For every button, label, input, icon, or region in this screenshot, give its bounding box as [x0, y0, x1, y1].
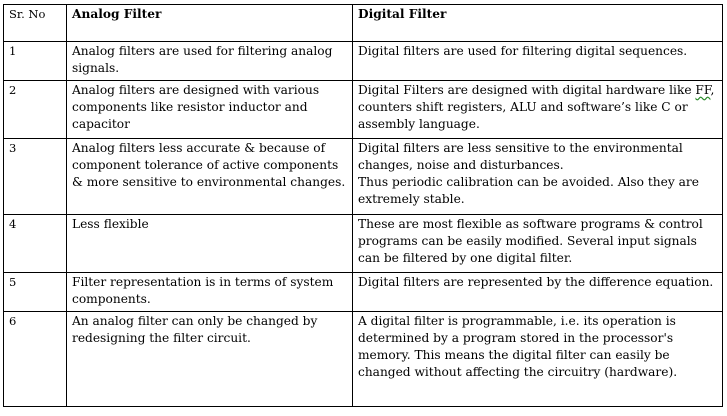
header-digital-filter: Digital Filter [352, 4, 723, 42]
comparison-table: Sr. No Analog Filter Digital Filter 1 An… [3, 4, 723, 407]
digital-cell: Digital filters are represented by the d… [352, 272, 723, 312]
digital-cell: Digital Filters are designed with digita… [352, 80, 723, 139]
row-number: 6 [3, 311, 67, 407]
table-row: 3 Analog filters less accurate & because… [3, 138, 723, 215]
analog-cell: An analog filter can only be changed by … [66, 311, 353, 407]
row-number: 4 [3, 214, 67, 273]
header-sr-no: Sr. No [3, 4, 67, 42]
digital-cell: Digital filters are used for filtering d… [352, 41, 723, 81]
row-number: 2 [3, 80, 67, 139]
table-row: 6 An analog filter can only be changed b… [3, 311, 723, 407]
digital-text-prefix: Digital Filters are designed with digita… [358, 83, 696, 97]
header-analog-filter: Analog Filter [66, 4, 353, 42]
ff-spellcheck-word: FF [695, 83, 711, 97]
analog-cell: Analog filters are used for filtering an… [66, 41, 353, 81]
digital-cell: A digital filter is programmable, i.e. i… [352, 311, 723, 407]
table-row: 5 Filter representation is in terms of s… [3, 272, 723, 312]
row-number: 5 [3, 272, 67, 312]
digital-cell: These are most flexible as software prog… [352, 214, 723, 273]
header-row: Sr. No Analog Filter Digital Filter [3, 4, 723, 42]
table-row: 1 Analog filters are used for filtering … [3, 41, 723, 81]
table-row: 4 Less flexible These are most flexible … [3, 214, 723, 273]
digital-text-line-2: Thus periodic calibration can be avoided… [358, 175, 699, 206]
digital-cell: Digital filters are less sensitive to th… [352, 138, 723, 215]
table-row: 2 Analog filters are designed with vario… [3, 80, 723, 139]
analog-cell: Analog filters less accurate & because o… [66, 138, 353, 215]
digital-text-line-1: Digital filters are less sensitive to th… [358, 141, 683, 172]
analog-cell: Analog filters are designed with various… [66, 80, 353, 139]
digital-text-suffix: , counters shift registers, ALU and soft… [358, 83, 715, 131]
analog-cell: Less flexible [66, 214, 353, 273]
row-number: 3 [3, 138, 67, 215]
analog-cell: Filter representation is in terms of sys… [66, 272, 353, 312]
row-number: 1 [3, 41, 67, 81]
